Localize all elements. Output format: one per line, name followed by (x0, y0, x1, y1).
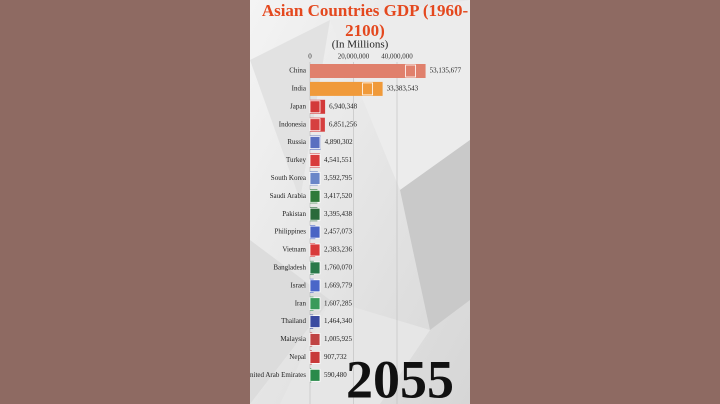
category-label: Philippines (274, 228, 306, 236)
flag-icon (309, 154, 321, 167)
value-label: 1,005,925 (324, 335, 353, 343)
category-label: United Arab Emirates (245, 371, 306, 379)
flag-icon (309, 261, 321, 275)
category-label: Japan (290, 102, 306, 110)
category-label: Vietnam (282, 246, 306, 254)
flag-icon (309, 243, 321, 257)
value-label: 1,464,340 (324, 317, 353, 325)
category-label: Turkey (286, 156, 306, 164)
flag-icon (309, 297, 321, 311)
value-label: 1,669,779 (324, 281, 353, 289)
chart-title: Asian Countries GDP (1960-2100) (262, 1, 469, 40)
x-tick-label: 40,000,000 (381, 53, 413, 61)
bar (310, 64, 426, 78)
category-label: Russia (287, 138, 307, 146)
flag-icon (309, 368, 321, 382)
value-label: 907,732 (324, 353, 347, 361)
flag-icon (309, 350, 321, 364)
chart-subtitle: (In Millions) (332, 39, 389, 51)
value-label: 590,480 (324, 371, 347, 379)
category-label: South Korea (271, 174, 307, 182)
category-label: Iran (295, 299, 307, 307)
value-label: 33,383,543 (387, 85, 419, 93)
category-label: China (289, 67, 307, 75)
category-label: Nepal (289, 353, 306, 361)
flag-icon (309, 333, 321, 346)
deco (400, 140, 470, 330)
x-tick-label: 20,000,000 (338, 53, 370, 61)
category-label: India (292, 85, 307, 93)
category-label: Thailand (281, 317, 306, 325)
value-label: 3,395,438 (324, 210, 353, 218)
category-label: Pakistan (282, 210, 306, 218)
flag-icon (309, 207, 321, 221)
value-label: 1,607,285 (324, 299, 353, 307)
value-label: 3,592,795 (324, 174, 353, 182)
value-label: 3,417,520 (324, 192, 353, 200)
flag-icon (309, 189, 321, 203)
x-tick-label: 0 (308, 53, 312, 61)
flag-icon (309, 171, 321, 185)
flag-icon (309, 100, 321, 114)
category-label: Malaysia (280, 335, 307, 343)
value-label: 4,541,551 (324, 156, 353, 164)
value-label: 6,940,348 (329, 102, 358, 110)
value-label: 1,760,070 (324, 264, 353, 272)
panel: 0 20,000,000 40,000,000 53,135,677 China 33,3… (245, 0, 470, 404)
flag-icon (405, 64, 416, 78)
deco (330, 0, 470, 190)
flag-icon (309, 315, 321, 329)
flag-icon (309, 136, 321, 150)
flag-icon (362, 82, 374, 96)
category-label: Bangladesh (273, 264, 306, 272)
value-label: 4,890,302 (325, 138, 354, 146)
deco (250, 240, 330, 404)
value-label: 6,851,256 (329, 120, 358, 128)
value-label: 2,383,236 (324, 246, 353, 254)
category-label: Indonesia (279, 120, 307, 128)
flag-icon (309, 279, 321, 293)
value-label: 2,457,073 (324, 228, 353, 236)
category-label: Israel (290, 281, 306, 289)
value-label: 53,135,677 (430, 67, 462, 75)
year-label: 2055 (346, 349, 454, 404)
flag-icon (309, 225, 321, 239)
category-label: Saudi Arabia (270, 192, 307, 200)
flag-icon (309, 118, 321, 132)
